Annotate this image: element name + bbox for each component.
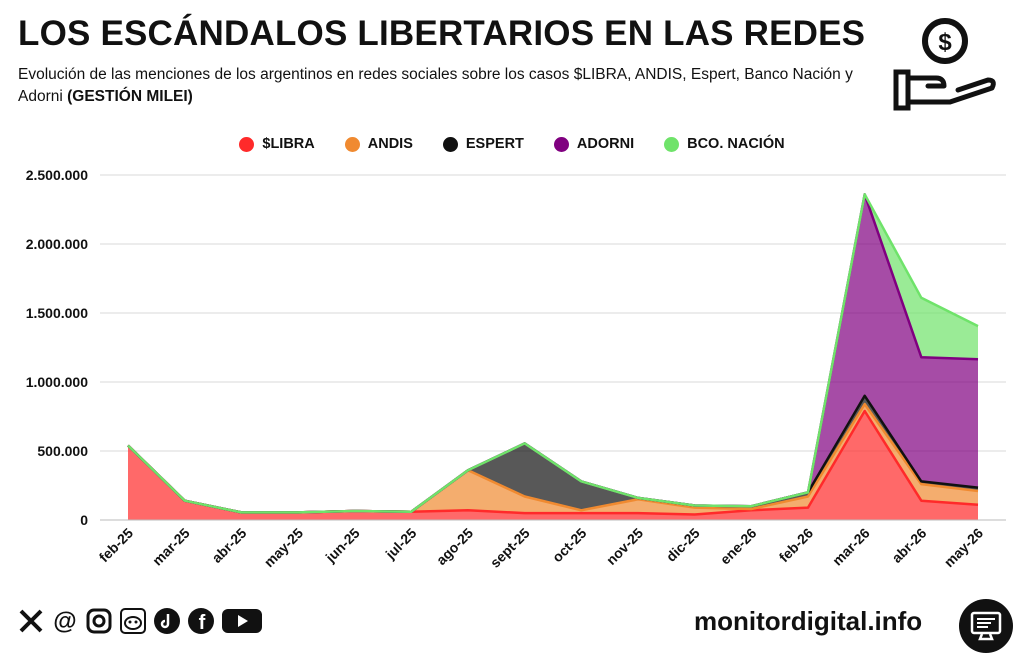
legend-label: BCO. NACIÓN	[687, 136, 785, 152]
brand-name: monitordigital.info	[694, 606, 923, 636]
svg-text:$: $	[938, 29, 952, 56]
x-tick-label: ene-26	[717, 525, 760, 568]
legend-swatch	[553, 136, 569, 152]
x-tick-label: nov-25	[603, 525, 646, 568]
x-tick-label: abr-25	[208, 525, 249, 566]
hand-coin-icon: $	[893, 18, 996, 111]
x-tick-label: sept-25	[487, 525, 533, 571]
legend-swatch	[442, 136, 458, 152]
legend-item: ESPERT	[442, 136, 524, 152]
area-chart: 0 500.000 1.000.000 1.500.000 2.000.000 2.500…	[26, 167, 1006, 571]
reddit-icon[interactable]	[118, 606, 148, 636]
legend-label: ADORNI	[576, 136, 635, 152]
y-tick-label: 1.000.000	[26, 374, 88, 390]
x-tick-label: jul-25	[382, 525, 420, 563]
x-tick-label: may-26	[941, 525, 987, 571]
x-tick-label: feb-25	[96, 525, 137, 566]
subtitle-text: Evolución de las menciones de los argent…	[18, 66, 853, 105]
x-tick-label: feb-26	[776, 525, 817, 566]
tiktok-icon[interactable]	[152, 606, 182, 636]
x-icon[interactable]	[16, 606, 46, 636]
legend-item: BCO. NACIÓN	[664, 136, 785, 152]
legend-label: ESPERT	[465, 136, 524, 152]
svg-text:f: f	[199, 612, 206, 634]
x-tick-label: may-25	[261, 525, 307, 571]
legend-label: $LIBRA	[262, 136, 315, 152]
x-tick-label: ago-25	[433, 525, 476, 568]
x-tick-label: mar-25	[149, 525, 193, 569]
legend-swatch	[344, 136, 360, 152]
y-tick-label: 500.000	[37, 443, 88, 459]
x-tick-label: jun-25	[322, 525, 363, 566]
line-bconacin	[127, 193, 979, 514]
area-espert	[128, 395, 978, 513]
social-icons: @ f	[16, 606, 264, 636]
subtitle-bold: (GESTIÓN MILEI)	[67, 88, 193, 105]
page-subtitle: Evolución de las menciones de los argent…	[18, 64, 878, 108]
y-tick-label: 2.000.000	[26, 236, 88, 252]
monitor-icon	[959, 599, 1013, 653]
x-tick-label: mar-26	[829, 525, 873, 569]
x-tick-label: abr-26	[888, 525, 929, 566]
page-title: LOS ESCÁNDALOS LIBERTARIOS EN LAS REDES	[18, 14, 866, 53]
y-tick-label: 2.500.000	[26, 167, 88, 183]
threads-icon[interactable]: @	[50, 606, 80, 636]
x-tick-label: oct-25	[549, 525, 590, 566]
facebook-icon[interactable]: f	[186, 606, 216, 636]
legend-item: $LIBRA	[239, 136, 315, 152]
legend-label: ANDIS	[367, 136, 413, 152]
legend-swatch	[239, 136, 255, 152]
y-tick-label: 1.500.000	[26, 305, 88, 321]
legend-item: ADORNI	[553, 136, 635, 152]
chart-legend: $LIBRA ANDIS ESPERT ADORNI BCO. NACIÓN	[0, 136, 1024, 152]
instagram-icon[interactable]	[84, 606, 114, 636]
youtube-icon[interactable]	[220, 606, 264, 636]
svg-text:@: @	[53, 608, 76, 635]
area-libra	[128, 411, 978, 520]
x-tick-label: dic-25	[663, 525, 703, 565]
y-tick-label: 0	[80, 512, 88, 528]
legend-swatch	[664, 136, 680, 152]
legend-item: ANDIS	[344, 136, 413, 152]
